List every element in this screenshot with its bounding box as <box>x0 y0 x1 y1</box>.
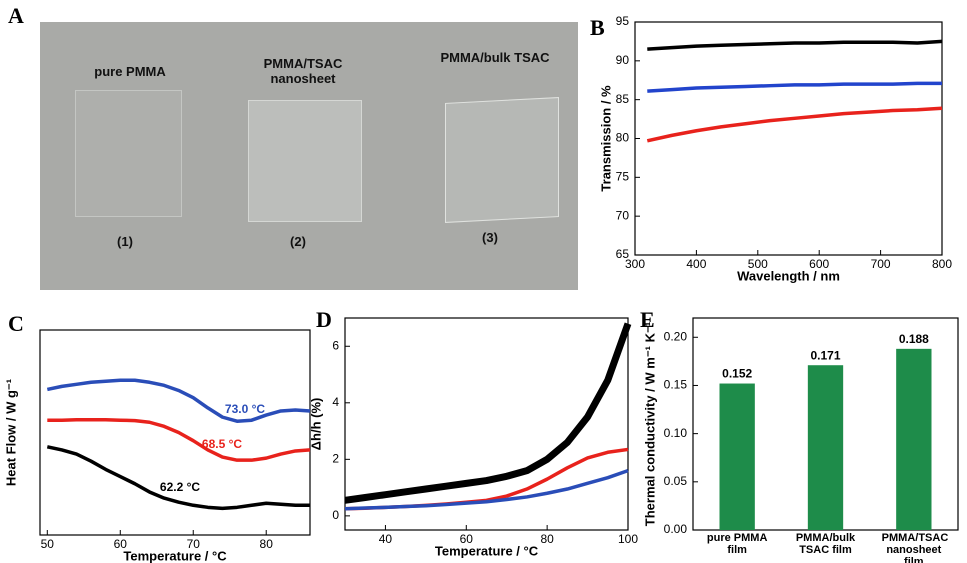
sample-name: PMMA/bulk TSAC <box>440 50 550 65</box>
value-label: 0.188 <box>899 332 929 346</box>
plot-frame <box>344 317 629 531</box>
x-tick-label-box: PMMA/TSAC nanosheet film <box>881 532 949 563</box>
y-tick-label: 90 <box>616 53 630 67</box>
y-axis-label: Thermal conductivity / W m⁻¹ K⁻¹ <box>642 322 657 526</box>
y-tick-label: 0.10 <box>664 426 688 440</box>
y-tick-label: 0.05 <box>664 474 688 488</box>
y-tick-label: 0.00 <box>664 522 688 536</box>
y-tick-label: 85 <box>616 92 630 106</box>
y-axis-label: Heat Flow / W g⁻¹ <box>3 379 18 486</box>
bar <box>719 383 755 530</box>
x-tick-label: PMMA/bulk TSAC film <box>795 532 856 556</box>
x-tick-label: 500 <box>748 257 768 271</box>
x-axis-label: Wavelength / nm <box>737 268 840 283</box>
x-tick-label: 70 <box>187 537 201 551</box>
y-tick-label: 4 <box>332 395 339 409</box>
series-line <box>46 378 311 423</box>
series-line <box>46 445 310 511</box>
x-tick-label: 40 <box>379 532 393 546</box>
x-tick-label-box: pure PMMA film <box>706 532 768 556</box>
x-tick-label: pure PMMA film <box>706 532 768 556</box>
plot-frame <box>39 329 311 536</box>
series-line <box>344 468 629 511</box>
y-tick-label: 75 <box>616 170 630 184</box>
y-tick-label: 0.15 <box>664 378 688 392</box>
panel-label: E <box>640 307 655 332</box>
series-line <box>47 418 311 462</box>
x-tick-label-box: PMMA/bulk TSAC film <box>795 532 856 556</box>
x-tick-label: 50 <box>41 537 55 551</box>
annotation: 62.2 °C <box>160 480 200 494</box>
x-tick-label: 300 <box>625 257 645 271</box>
x-axis-label: Temperature / °C <box>123 548 227 563</box>
x-tick-label: PMMA/TSAC nanosheet film <box>881 532 949 563</box>
film <box>75 90 182 217</box>
bar <box>807 365 844 530</box>
y-tick-label: 0.20 <box>664 329 688 343</box>
photo: pure PMMA PMMA/TSAC nanosheet PMMA/bulk … <box>40 22 578 290</box>
value-label: 0.171 <box>810 348 840 362</box>
annotation: 68.5 °C <box>202 437 242 451</box>
x-tick-label: 80 <box>260 537 274 551</box>
x-axis-label: Temperature / °C <box>435 543 539 558</box>
x-tick-label: 400 <box>686 257 706 271</box>
sample-name: pure PMMA <box>94 64 166 79</box>
x-tick-label: 700 <box>871 257 891 271</box>
y-tick-label: 80 <box>616 131 630 145</box>
y-tick-label: 95 <box>616 14 630 28</box>
x-tick-label: 800 <box>932 257 952 271</box>
y-tick-label: 2 <box>332 452 339 466</box>
panel-label: A <box>8 3 24 28</box>
y-tick-label: 65 <box>616 247 630 261</box>
y-axis-label: Transmission / % <box>598 85 613 192</box>
annotation: 73.0 °C <box>225 402 265 416</box>
film <box>248 100 362 222</box>
panel-label: B <box>590 15 605 40</box>
panel-label: D <box>316 307 332 332</box>
panel-label: C <box>8 311 24 336</box>
x-tick-label: 100 <box>618 532 638 546</box>
x-tick-label: 80 <box>540 532 554 546</box>
x-tick-label: 60 <box>114 537 128 551</box>
series-line <box>647 81 942 93</box>
sample-number: (1) <box>117 234 133 249</box>
y-tick-label: 70 <box>616 208 630 222</box>
y-tick-label: 6 <box>332 338 339 352</box>
value-label: 0.152 <box>722 367 752 381</box>
y-axis-label: Δh/h (%) <box>308 398 323 451</box>
sample-number: (2) <box>290 234 306 249</box>
series-line <box>646 106 943 143</box>
plot-frame <box>634 21 943 256</box>
x-tick-label: 600 <box>809 257 829 271</box>
series-line <box>647 39 943 51</box>
sample-name: PMMA/TSAC nanosheet <box>263 56 343 86</box>
series-line <box>344 322 632 504</box>
x-tick-label: 60 <box>460 532 474 546</box>
y-tick-label: 0 <box>332 508 339 522</box>
sample-number: (3) <box>482 230 498 245</box>
bar <box>896 348 932 530</box>
